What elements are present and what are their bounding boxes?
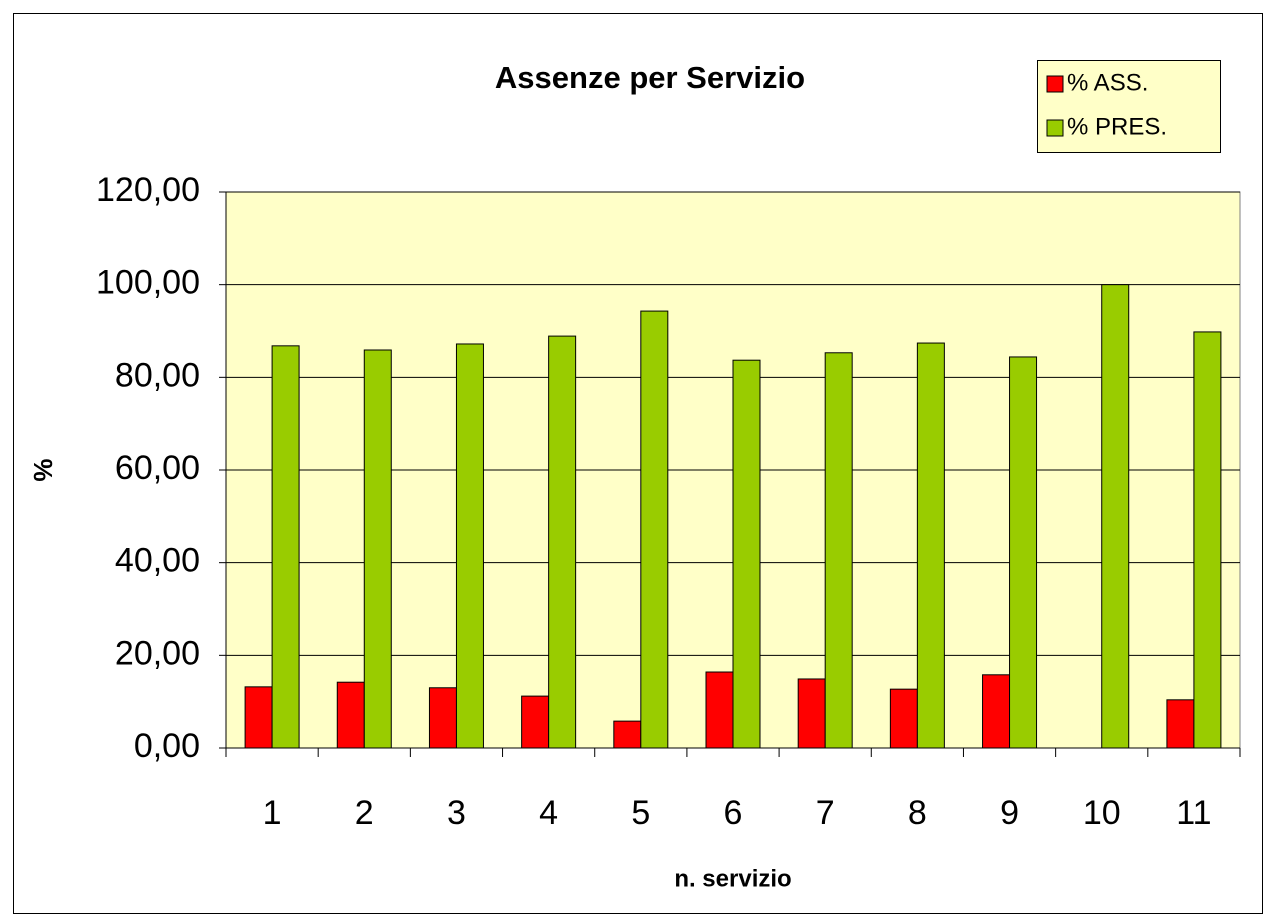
y-tick-label: 60,00 — [115, 449, 200, 487]
bar — [705, 671, 734, 749]
x-tick-label: 6 — [724, 794, 743, 832]
legend-swatch — [1046, 75, 1064, 93]
x-tick-label: 3 — [447, 794, 466, 832]
bar — [271, 345, 300, 749]
bar — [1101, 284, 1130, 749]
bar — [1166, 699, 1195, 749]
bar — [640, 310, 669, 749]
bar — [428, 687, 457, 749]
bar — [889, 688, 918, 749]
bar — [548, 335, 577, 749]
y-tick-label: 0,00 — [134, 727, 200, 765]
bar — [455, 343, 484, 749]
bar — [363, 349, 392, 749]
x-tick-label: 7 — [816, 794, 835, 832]
x-tick-label: 9 — [1000, 794, 1019, 832]
y-tick-label: 20,00 — [115, 634, 200, 672]
y-tick-label: 120,00 — [96, 171, 200, 209]
x-tick-label: 5 — [631, 794, 650, 832]
bar — [244, 686, 273, 749]
bar — [824, 352, 853, 749]
bar — [521, 695, 550, 749]
x-tick-label: 4 — [539, 794, 558, 832]
x-tick-label: 8 — [908, 794, 927, 832]
y-tick-label: 40,00 — [115, 542, 200, 580]
bar — [797, 678, 826, 749]
bar — [1193, 331, 1222, 749]
bar — [916, 342, 945, 749]
x-tick-label: 2 — [355, 794, 374, 832]
bar — [1009, 356, 1038, 749]
bar — [732, 359, 761, 749]
x-tick-label: 10 — [1083, 794, 1121, 832]
legend-label: % ASS. — [1067, 69, 1148, 96]
x-tick-label: 11 — [1176, 794, 1211, 832]
legend-box — [1037, 60, 1221, 153]
legend-swatch — [1046, 119, 1064, 137]
y-axis-label: % — [28, 458, 58, 481]
bar — [613, 720, 642, 749]
bar — [982, 674, 1011, 749]
x-tick-label: 1 — [263, 794, 282, 832]
x-axis-label: n. servizio — [674, 865, 791, 892]
y-tick-label: 80,00 — [115, 356, 200, 394]
chart-title: Assenze per Servizio — [495, 60, 805, 95]
bar — [336, 681, 365, 749]
y-tick-label: 100,00 — [96, 264, 200, 302]
legend-label: % PRES. — [1067, 113, 1167, 140]
